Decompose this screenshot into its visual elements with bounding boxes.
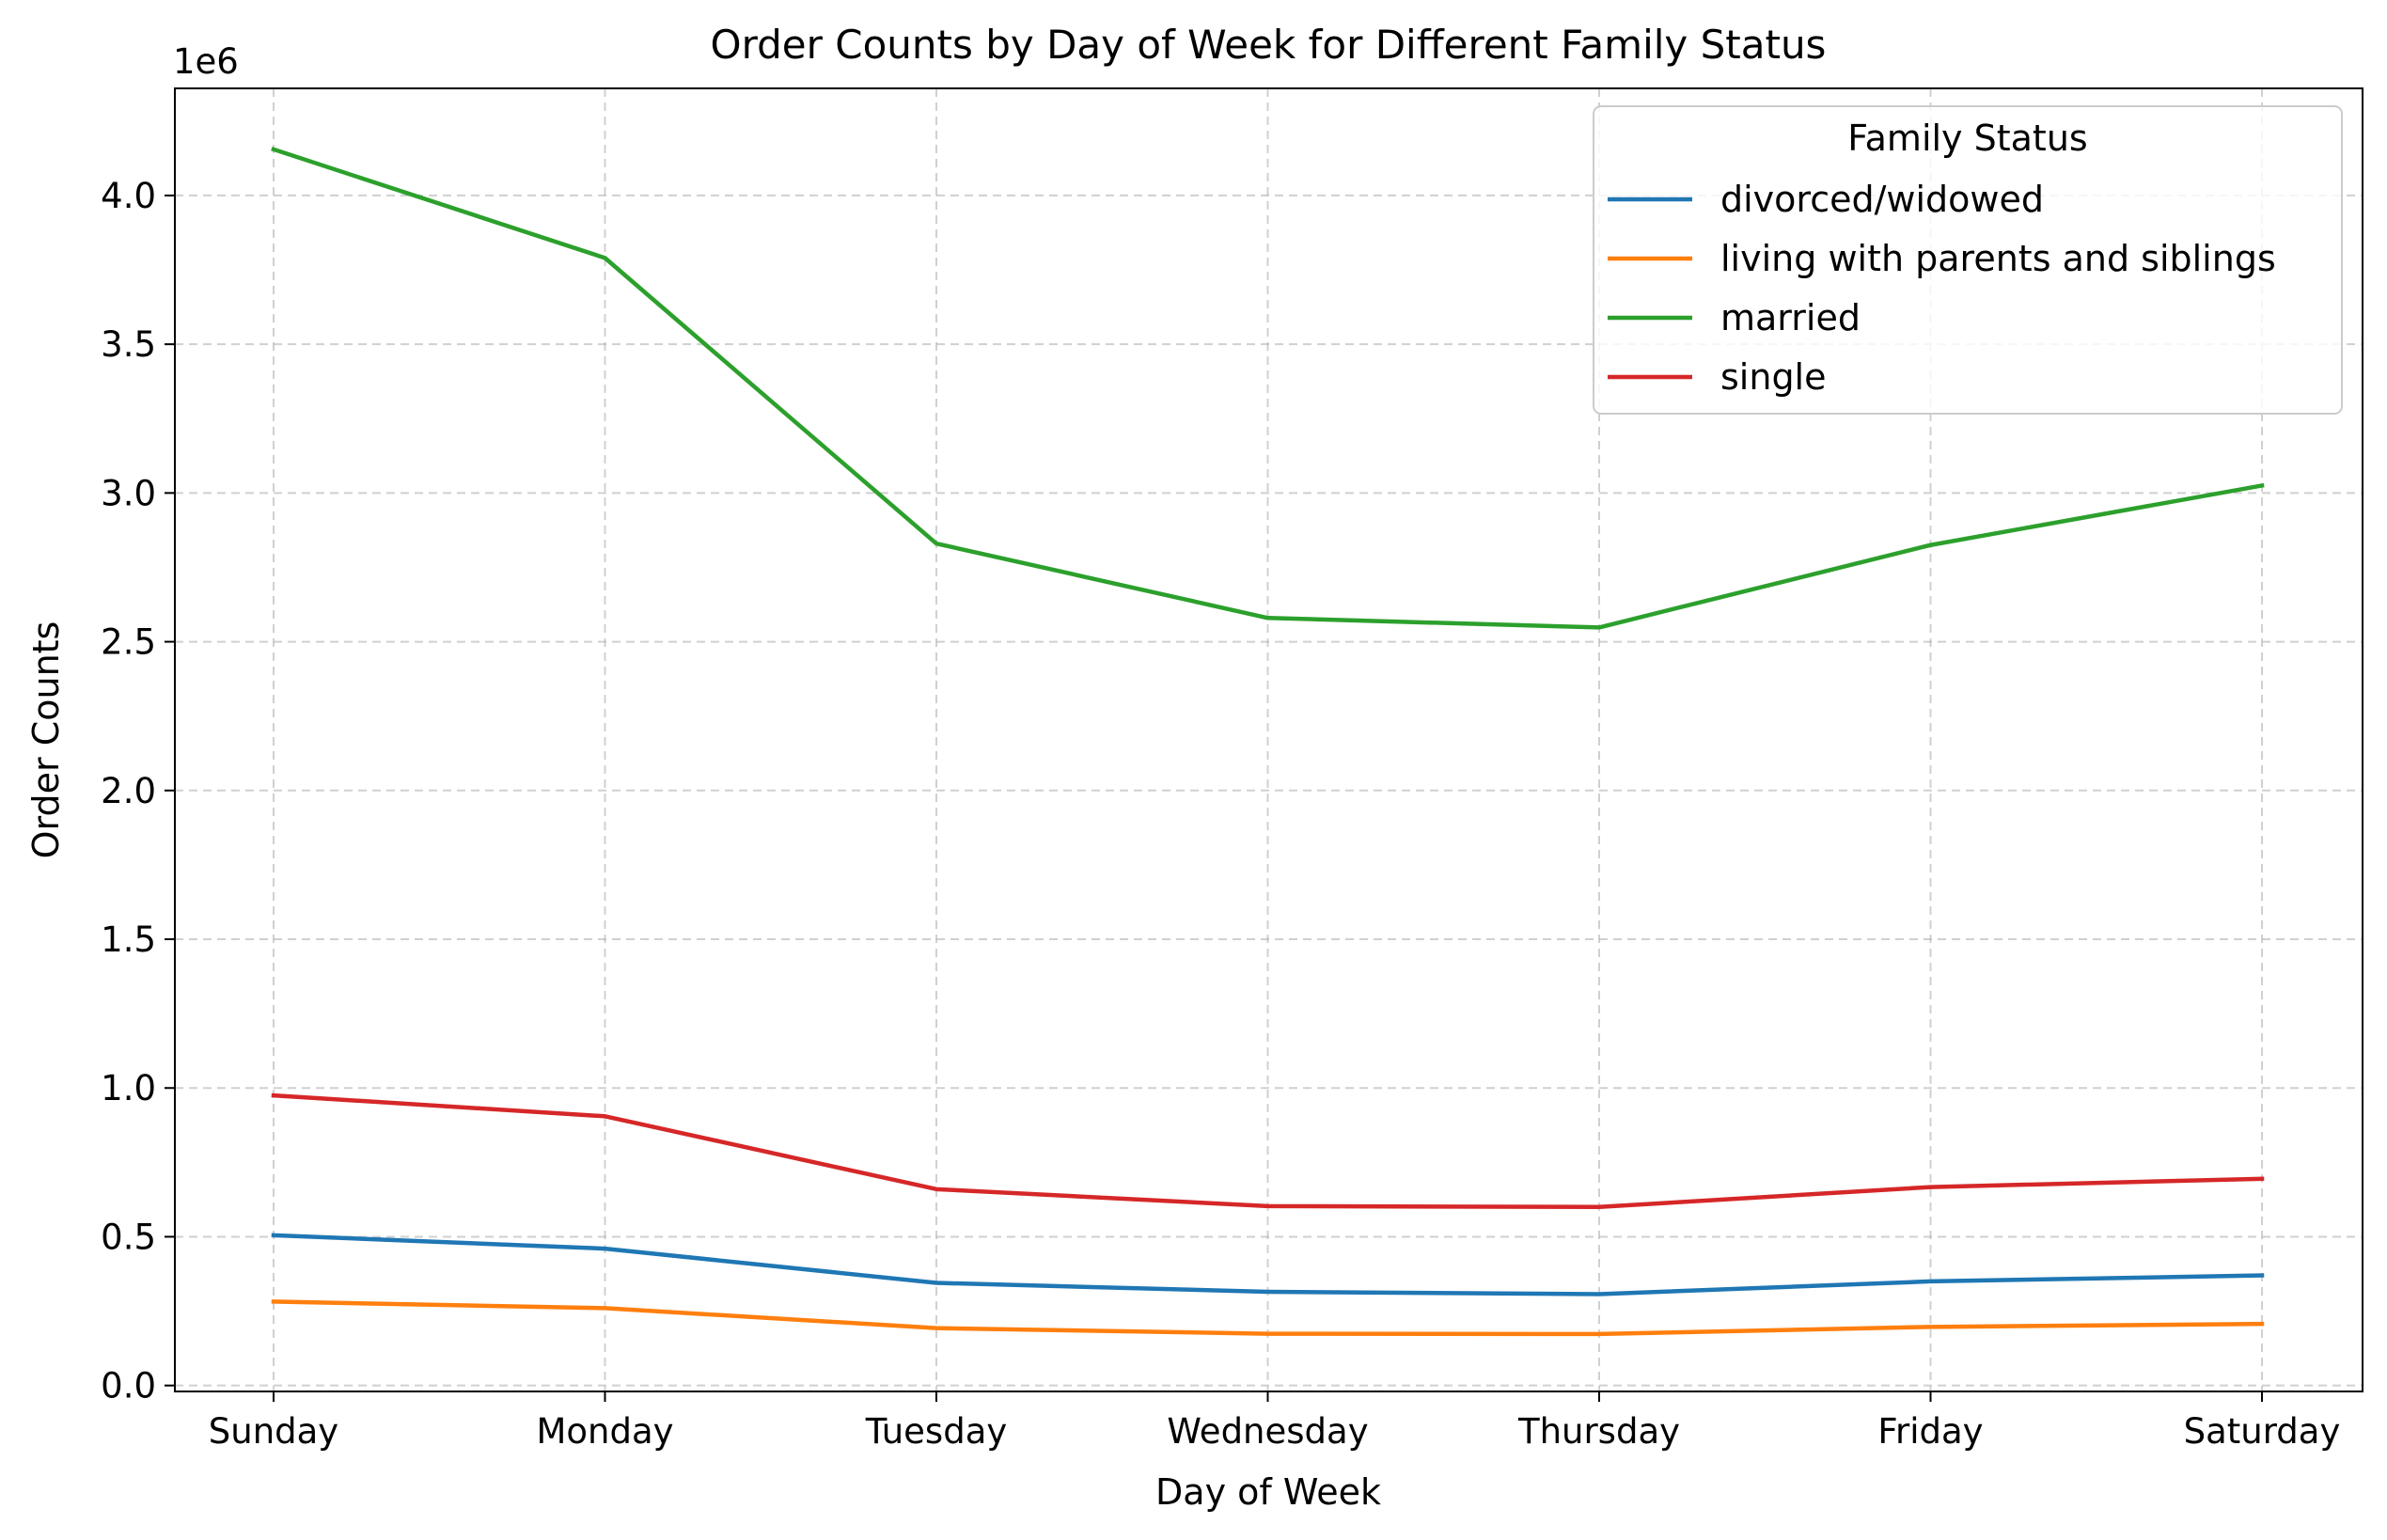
x-axis: Sunday Monday Tuesday Wednesday Thursday Frid…	[209, 1391, 2341, 1452]
series-line	[271, 147, 2265, 630]
x-tick-label: Wednesday	[1167, 1411, 1368, 1452]
x-tick-label: Monday	[536, 1411, 673, 1452]
legend-title: Family Status	[1847, 118, 2087, 159]
x-tick-label: Tuesday	[865, 1411, 1008, 1452]
y-offset-label: 1e6	[173, 41, 239, 82]
legend-label: living with parents and siblings	[1720, 238, 2276, 279]
legend-label: married	[1720, 297, 1861, 338]
legend-entries: divorced/widowed living with parents and …	[1608, 179, 2276, 398]
x-tick-label: Friday	[1877, 1411, 1983, 1452]
legend-label: single	[1720, 356, 1827, 398]
y-axis-label: Order Counts	[25, 621, 67, 859]
y-tick-label: 2.5	[101, 622, 156, 663]
y-tick-label: 0.0	[101, 1366, 156, 1406]
series-line	[271, 1233, 2265, 1296]
gridlines	[175, 88, 2363, 1391]
y-tick-label: 1.0	[101, 1068, 156, 1108]
legend: Family Status divorced/widowed living wit…	[1593, 105, 2343, 415]
x-tick-label: Thursday	[1517, 1411, 1680, 1452]
y-tick-label: 4.0	[101, 176, 156, 216]
y-tick-label: 0.5	[101, 1217, 156, 1257]
chart-title: Order Counts by Day of Week for Differen…	[711, 22, 1827, 68]
x-tick-label: Saturday	[2184, 1411, 2341, 1452]
y-axis: 0.0 0.5 1.0 1.5 2.0 2.5 3.0 3.5 4.0	[101, 176, 175, 1406]
legend-label: divorced/widowed	[1720, 179, 2044, 220]
series-line	[271, 1092, 2265, 1210]
y-tick-label: 1.5	[101, 919, 156, 960]
series-line	[271, 1299, 2265, 1337]
series-lines	[271, 147, 2265, 1337]
y-tick-label: 3.5	[101, 324, 156, 365]
x-tick-label: Sunday	[209, 1411, 338, 1452]
y-tick-label: 2.0	[101, 771, 156, 811]
x-axis-label: Day of Week	[1155, 1471, 1381, 1513]
legend-frame	[1593, 105, 2343, 415]
y-tick-label: 3.0	[101, 473, 156, 513]
